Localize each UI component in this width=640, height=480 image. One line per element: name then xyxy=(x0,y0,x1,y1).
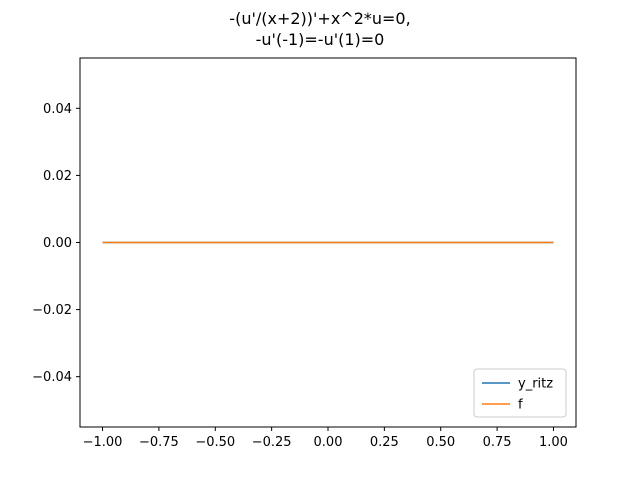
x-tick-label: 1.00 xyxy=(539,435,568,450)
chart-title-line-1: -(u'/(x+2))'+x^2*u=0, xyxy=(229,9,410,28)
legend-box xyxy=(473,368,567,418)
y-tick-label: 0.02 xyxy=(43,169,72,184)
legend-label: y_ritz xyxy=(518,377,553,392)
legend-label: f xyxy=(518,398,523,413)
y-tick-label: −0.04 xyxy=(32,370,72,385)
y-tick-label: 0.04 xyxy=(43,102,72,117)
chart-title-line-2: -u'(-1)=-u'(1)=0 xyxy=(256,30,385,49)
x-tick-label: −0.25 xyxy=(252,435,292,450)
y-tick-label: −0.02 xyxy=(32,303,72,318)
x-tick-label: −1.00 xyxy=(83,435,123,450)
axes: −1.00 −0.75 −0.50 −0.25 0.00 0.25 0.50 0.75 1.00… xyxy=(32,57,577,450)
x-tick-label: 0.00 xyxy=(314,435,343,450)
x-tick-label: −0.75 xyxy=(139,435,179,450)
x-tick-label: 0.75 xyxy=(483,435,512,450)
x-tick-label: 0.25 xyxy=(370,435,399,450)
x-tick-label: −0.50 xyxy=(195,435,235,450)
x-tick-label: 0.50 xyxy=(426,435,455,450)
y-tick-label: 0.00 xyxy=(43,236,72,251)
